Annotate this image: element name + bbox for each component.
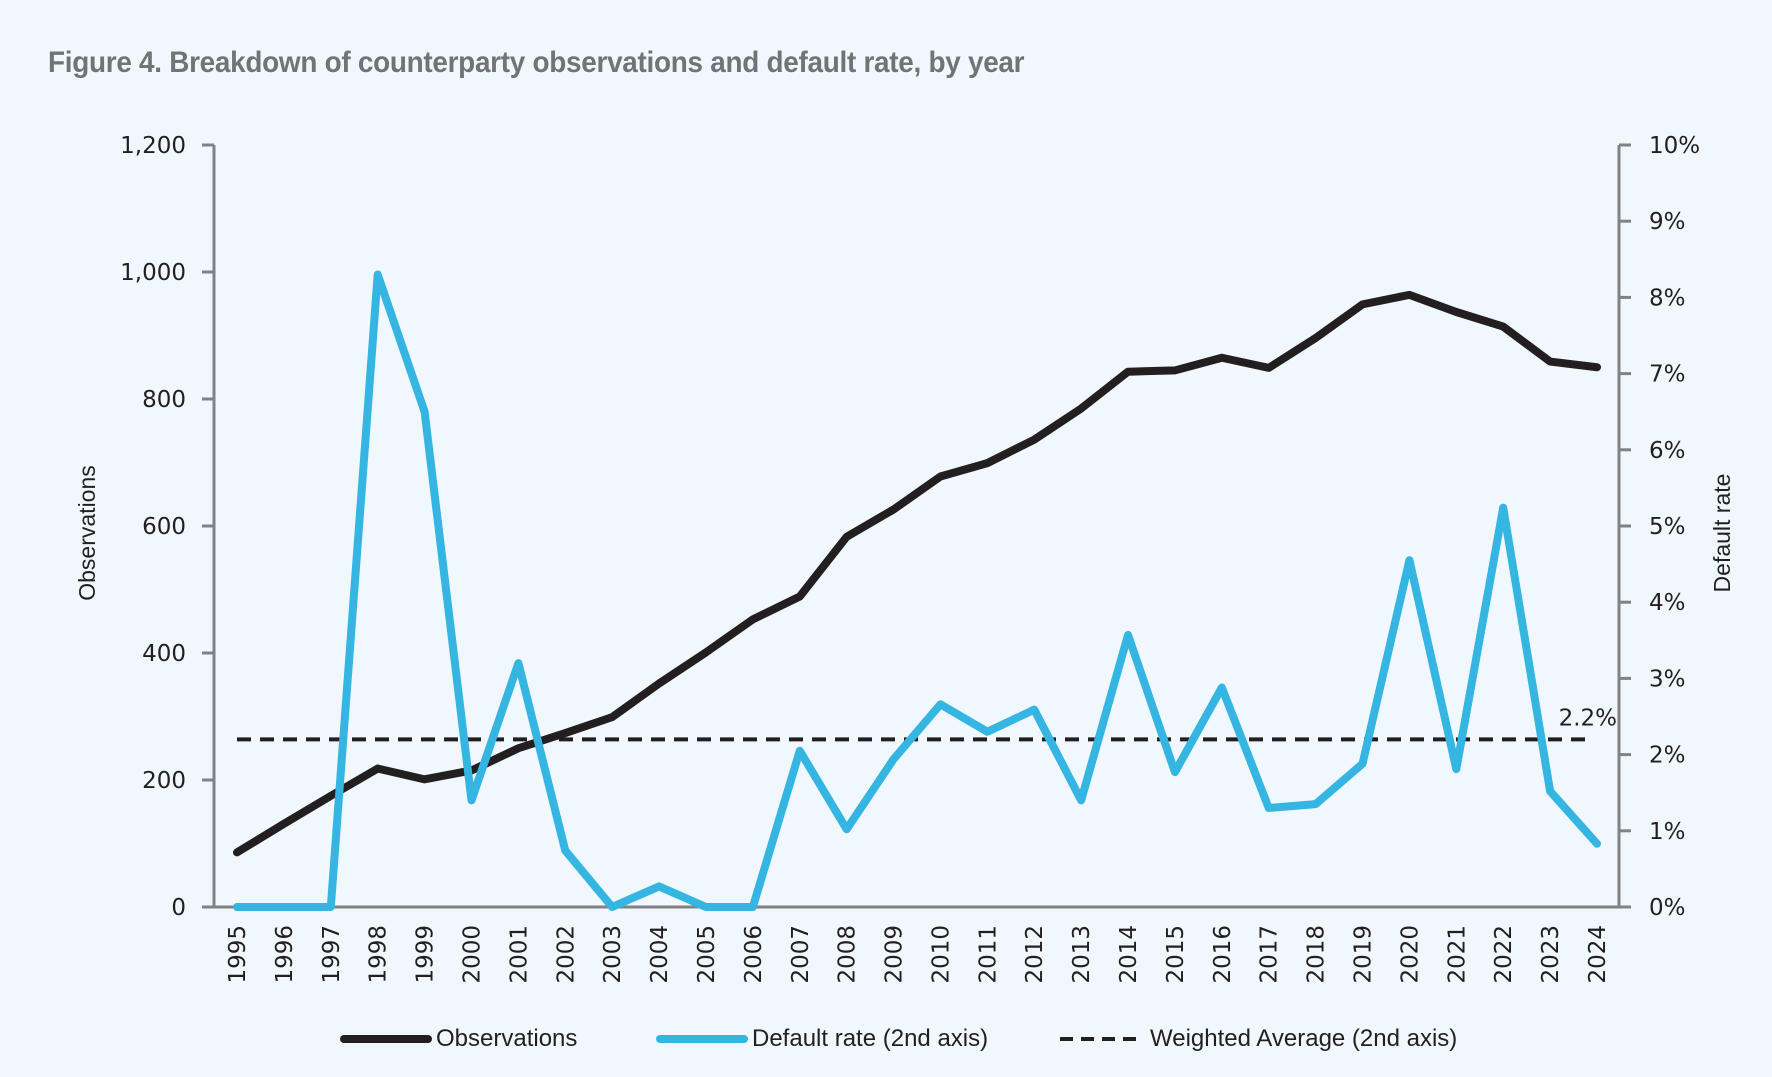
x-tick-label: 2011	[975, 925, 1001, 984]
x-tick-label: 2017	[1257, 925, 1283, 984]
y2-tick-label: 5%	[1649, 514, 1686, 540]
y-tick-label: 1,200	[120, 133, 186, 159]
x-tick-label: 2010	[928, 925, 954, 984]
x-tick-label: 2012	[1022, 925, 1048, 984]
x-tick-label: 2009	[882, 925, 908, 984]
y-tick-label: 600	[142, 514, 186, 540]
x-tick-label: 2006	[741, 925, 767, 984]
default-rate-line	[233, 270, 1601, 911]
y2-tick-label: 7%	[1649, 362, 1686, 388]
x-tick-label: 1998	[366, 925, 392, 984]
x-tick-label: 2008	[835, 925, 861, 984]
x-tick-label: 1995	[225, 925, 251, 984]
legend-swatch-observations	[340, 1035, 432, 1043]
x-tick-label: 2014	[1116, 925, 1142, 984]
y2-axis-title: Default rate	[1709, 474, 1735, 593]
y2-tick-label: 6%	[1649, 438, 1686, 464]
legend-label: Default rate (2nd axis)	[752, 1025, 989, 1052]
y-tick-label: 200	[142, 768, 186, 794]
y-tick-label: 400	[142, 641, 186, 667]
legend-label: Weighted Average (2nd axis)	[1150, 1025, 1458, 1052]
y2-tick-label: 9%	[1649, 209, 1686, 235]
x-tick-label: 2003	[600, 925, 626, 984]
y-axis-title: Observations	[74, 465, 100, 601]
legend-swatch-weighted-average	[1060, 1037, 1136, 1041]
y2-tick-label: 3%	[1649, 666, 1686, 692]
x-tick-label: 2016	[1210, 925, 1236, 984]
legend-label: Observations	[436, 1025, 578, 1052]
x-tick-label: 2001	[506, 925, 532, 984]
observations-line	[233, 290, 1601, 857]
legend-item-observations: Observations	[340, 1025, 577, 1053]
y2-tick-label: 8%	[1649, 285, 1686, 311]
legend-swatch-default-rate	[656, 1035, 748, 1043]
legend-item-weighted-average: Weighted Average (2nd axis)	[1060, 1025, 1457, 1053]
x-tick-label: 1997	[319, 925, 345, 984]
y2-tick-label: 1%	[1649, 819, 1686, 845]
weighted-average-label: 2.2%	[1559, 705, 1617, 731]
legend-item-default-rate: Default rate (2nd axis)	[656, 1025, 988, 1053]
x-tick-label: 2023	[1538, 925, 1564, 984]
x-tick-label: 1999	[413, 925, 439, 984]
y-tick-label: 0	[171, 895, 186, 921]
x-tick-label: 2022	[1491, 925, 1517, 984]
x-tick-label: 2002	[553, 925, 579, 984]
x-tick-label: 2004	[647, 925, 673, 984]
y2-tick-label: 4%	[1649, 590, 1686, 616]
x-tick-label: 2018	[1304, 925, 1330, 984]
y-tick-label: 800	[142, 387, 186, 413]
x-tick-label: 2021	[1444, 925, 1470, 984]
x-tick-label: 2000	[459, 925, 485, 984]
x-tick-label: 2013	[1069, 925, 1095, 984]
x-tick-label: 2015	[1163, 925, 1189, 984]
chart-title: Figure 4. Breakdown of counterparty obse…	[48, 46, 1025, 79]
x-tick-label: 2007	[788, 925, 814, 984]
y2-tick-label: 2%	[1649, 743, 1686, 769]
x-tick-label: 2020	[1397, 925, 1423, 984]
y2-tick-label: 10%	[1649, 133, 1700, 159]
x-tick-label: 2019	[1351, 925, 1377, 984]
x-tick-label: 2005	[694, 925, 720, 984]
y2-tick-label: 0%	[1649, 895, 1686, 921]
x-tick-label: 1996	[272, 925, 298, 984]
y-tick-label: 1,000	[120, 260, 186, 286]
x-tick-label: 2024	[1585, 925, 1611, 984]
